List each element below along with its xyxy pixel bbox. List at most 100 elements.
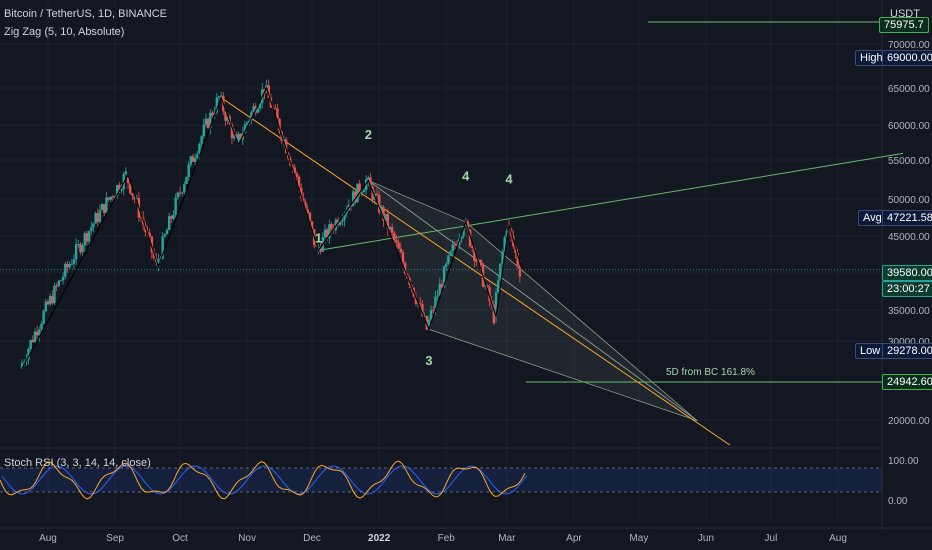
candle-body — [61, 276, 65, 281]
candle-body — [174, 197, 177, 215]
candle-body — [442, 266, 446, 288]
candle-body — [139, 217, 143, 219]
time-tick-label: Jun — [698, 533, 714, 544]
candle-body — [501, 251, 504, 264]
candle-body — [278, 118, 281, 132]
time-tick-label: Dec — [303, 533, 321, 544]
candle-body — [55, 285, 58, 287]
rsi-k-line — [0, 460, 526, 500]
candle-body — [518, 265, 522, 277]
candle-body — [94, 213, 97, 224]
last-price-tag: 39580.00 — [882, 265, 932, 281]
candle-body — [380, 207, 383, 213]
candle-body — [455, 244, 459, 246]
candle-body — [29, 339, 32, 349]
candle-body — [451, 244, 454, 252]
candle-body — [85, 233, 89, 242]
price-tick-label: 70000.00 — [888, 40, 930, 51]
candle-body — [38, 329, 41, 336]
candle-body — [131, 193, 134, 196]
price-tick-label: 45000.00 — [888, 232, 930, 243]
zigzag-line — [21, 86, 523, 369]
candle-body — [189, 156, 193, 165]
candle-body — [499, 263, 502, 281]
countdown-tag: 23:00:27 — [882, 281, 932, 297]
candle-body — [163, 234, 167, 237]
candle-body — [232, 134, 236, 139]
price-tick-label: 55000.00 — [888, 156, 930, 167]
candle-body — [77, 244, 80, 246]
candle-body — [473, 248, 476, 261]
candle-body — [113, 196, 117, 198]
candle-body — [302, 198, 305, 203]
candle-body — [103, 204, 106, 214]
time-tick-label: Jul — [765, 533, 778, 544]
wave-label: 1 — [315, 231, 322, 246]
candle-body — [293, 167, 296, 174]
candle-body — [364, 179, 368, 190]
candle-body — [51, 296, 54, 304]
candle-body — [81, 245, 84, 253]
level-tag: 24942.60 — [882, 374, 932, 390]
candle-body — [215, 97, 219, 113]
candle-body — [306, 209, 309, 213]
candle-body — [157, 259, 160, 267]
candle-body — [393, 232, 396, 241]
candle-body — [397, 242, 400, 249]
candle-body — [211, 112, 214, 116]
candle-body — [486, 285, 489, 288]
time-tick-label: Nov — [238, 533, 256, 544]
candle-body — [414, 296, 418, 304]
candle-body — [170, 216, 173, 219]
candle-body — [124, 171, 128, 175]
candle-body — [399, 248, 402, 253]
candle-body — [494, 292, 498, 317]
fib-annotation: 5D from BC 161.8% — [666, 367, 755, 378]
candle-body — [180, 192, 184, 194]
candle-body — [338, 221, 342, 225]
candle-body — [92, 223, 95, 228]
candle-body — [33, 331, 37, 342]
candle-body — [27, 348, 30, 360]
wave-label: 4 — [505, 172, 513, 187]
candle-body — [334, 219, 338, 230]
candle-body — [388, 226, 392, 230]
candle-body — [230, 124, 234, 139]
candle-body — [167, 216, 171, 230]
time-tick-label: Sep — [106, 533, 124, 544]
price-tick-label: 50000.00 — [888, 195, 930, 206]
candle-body — [243, 124, 247, 134]
candle-body — [64, 263, 67, 277]
candle-body — [200, 136, 203, 144]
wave-label: 3 — [425, 353, 432, 368]
candle-body — [308, 212, 312, 222]
candle-body — [351, 191, 355, 207]
candle-body — [297, 176, 301, 188]
candle-body — [479, 259, 483, 266]
candle-body — [70, 263, 73, 265]
candle-body — [267, 85, 270, 98]
top-level-tag: 75975.7 — [879, 17, 929, 33]
candle-body — [390, 226, 394, 233]
chart-title: Bitcoin / TetherUS, 1D, BINANCE — [4, 8, 168, 20]
candle-body — [176, 192, 180, 198]
candle-body — [172, 214, 175, 219]
candle-body — [315, 245, 318, 247]
price-tick-label: 35000.00 — [888, 306, 930, 317]
candle-body — [185, 176, 188, 184]
indicator-label: Zig Zag (5, 10, Absolute) — [4, 26, 125, 38]
candle-body — [492, 304, 496, 324]
candle-body — [328, 224, 331, 239]
candle-body — [362, 189, 366, 193]
candle-body — [57, 280, 60, 286]
candle-body — [129, 182, 132, 194]
candle-body — [245, 122, 249, 125]
candle-body — [239, 133, 242, 140]
price-tick-label: 20000.00 — [888, 416, 930, 427]
candle-body — [505, 230, 509, 238]
avg-label: Avg — [858, 210, 887, 226]
candle-body — [135, 198, 138, 200]
candle-body — [250, 111, 253, 121]
candle-body — [100, 204, 104, 211]
